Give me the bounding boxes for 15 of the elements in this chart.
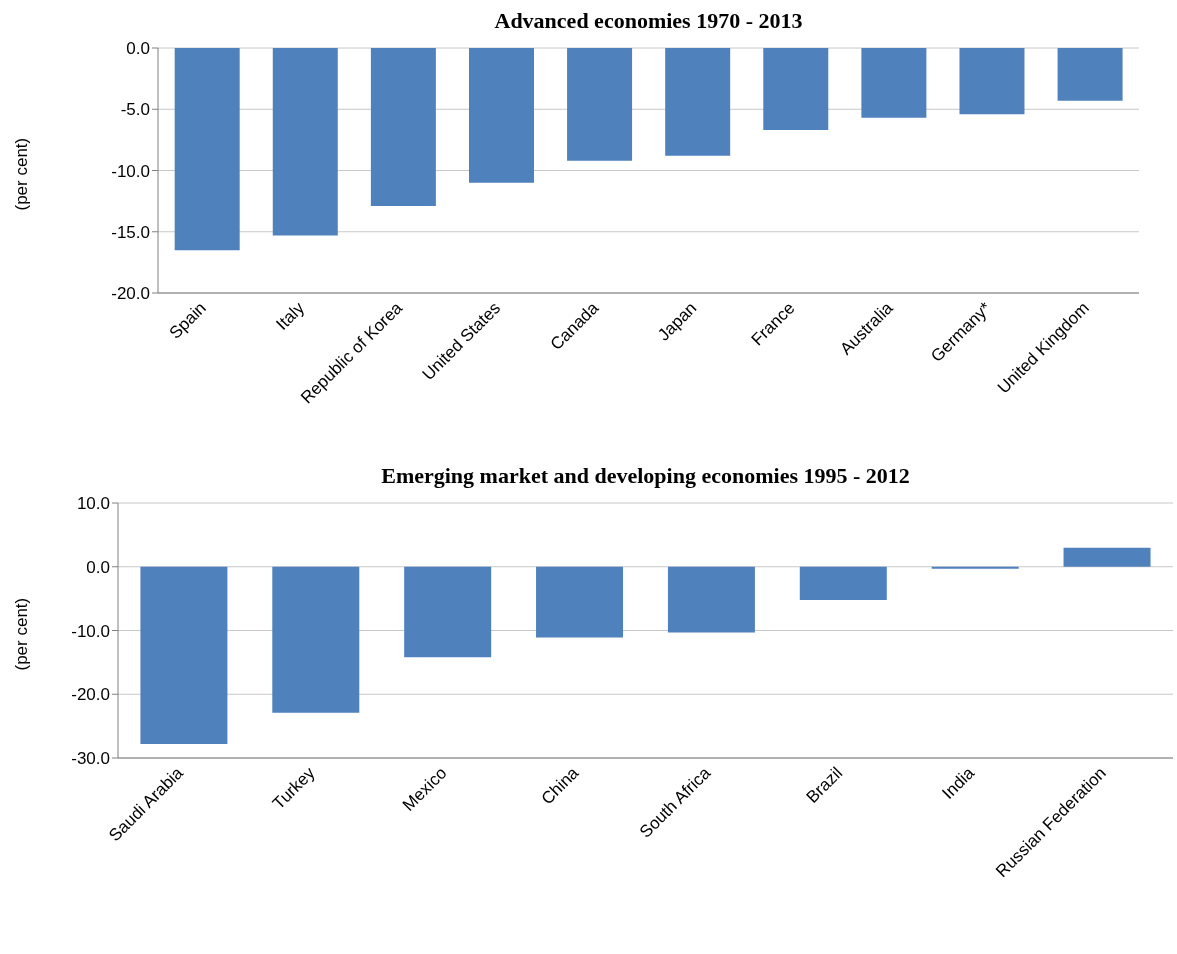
y-tick-label: -10.0 bbox=[111, 161, 150, 181]
chart-title: Emerging market and developing economies 1995 - 2012 bbox=[380, 463, 911, 490]
y-tick-label: -15.0 bbox=[111, 222, 150, 242]
y-tick-label: 0.0 bbox=[126, 39, 150, 59]
y-axis-title: (per cent) bbox=[12, 137, 32, 211]
chart-title: Advanced economies 1970 - 2013 bbox=[493, 8, 804, 35]
y-tick-label: -30.0 bbox=[71, 749, 110, 769]
y-tick-label: -10.0 bbox=[71, 621, 110, 641]
y-axis-title: (per cent) bbox=[12, 597, 32, 671]
y-tick-label: 0.0 bbox=[86, 557, 110, 577]
y-tick-label: -5.0 bbox=[120, 100, 150, 120]
y-tick-label: -20.0 bbox=[71, 685, 110, 705]
x-tick-label: Italy bbox=[272, 298, 309, 334]
y-tick-label: -20.0 bbox=[111, 284, 150, 304]
y-tick-label: 10.0 bbox=[76, 494, 110, 514]
